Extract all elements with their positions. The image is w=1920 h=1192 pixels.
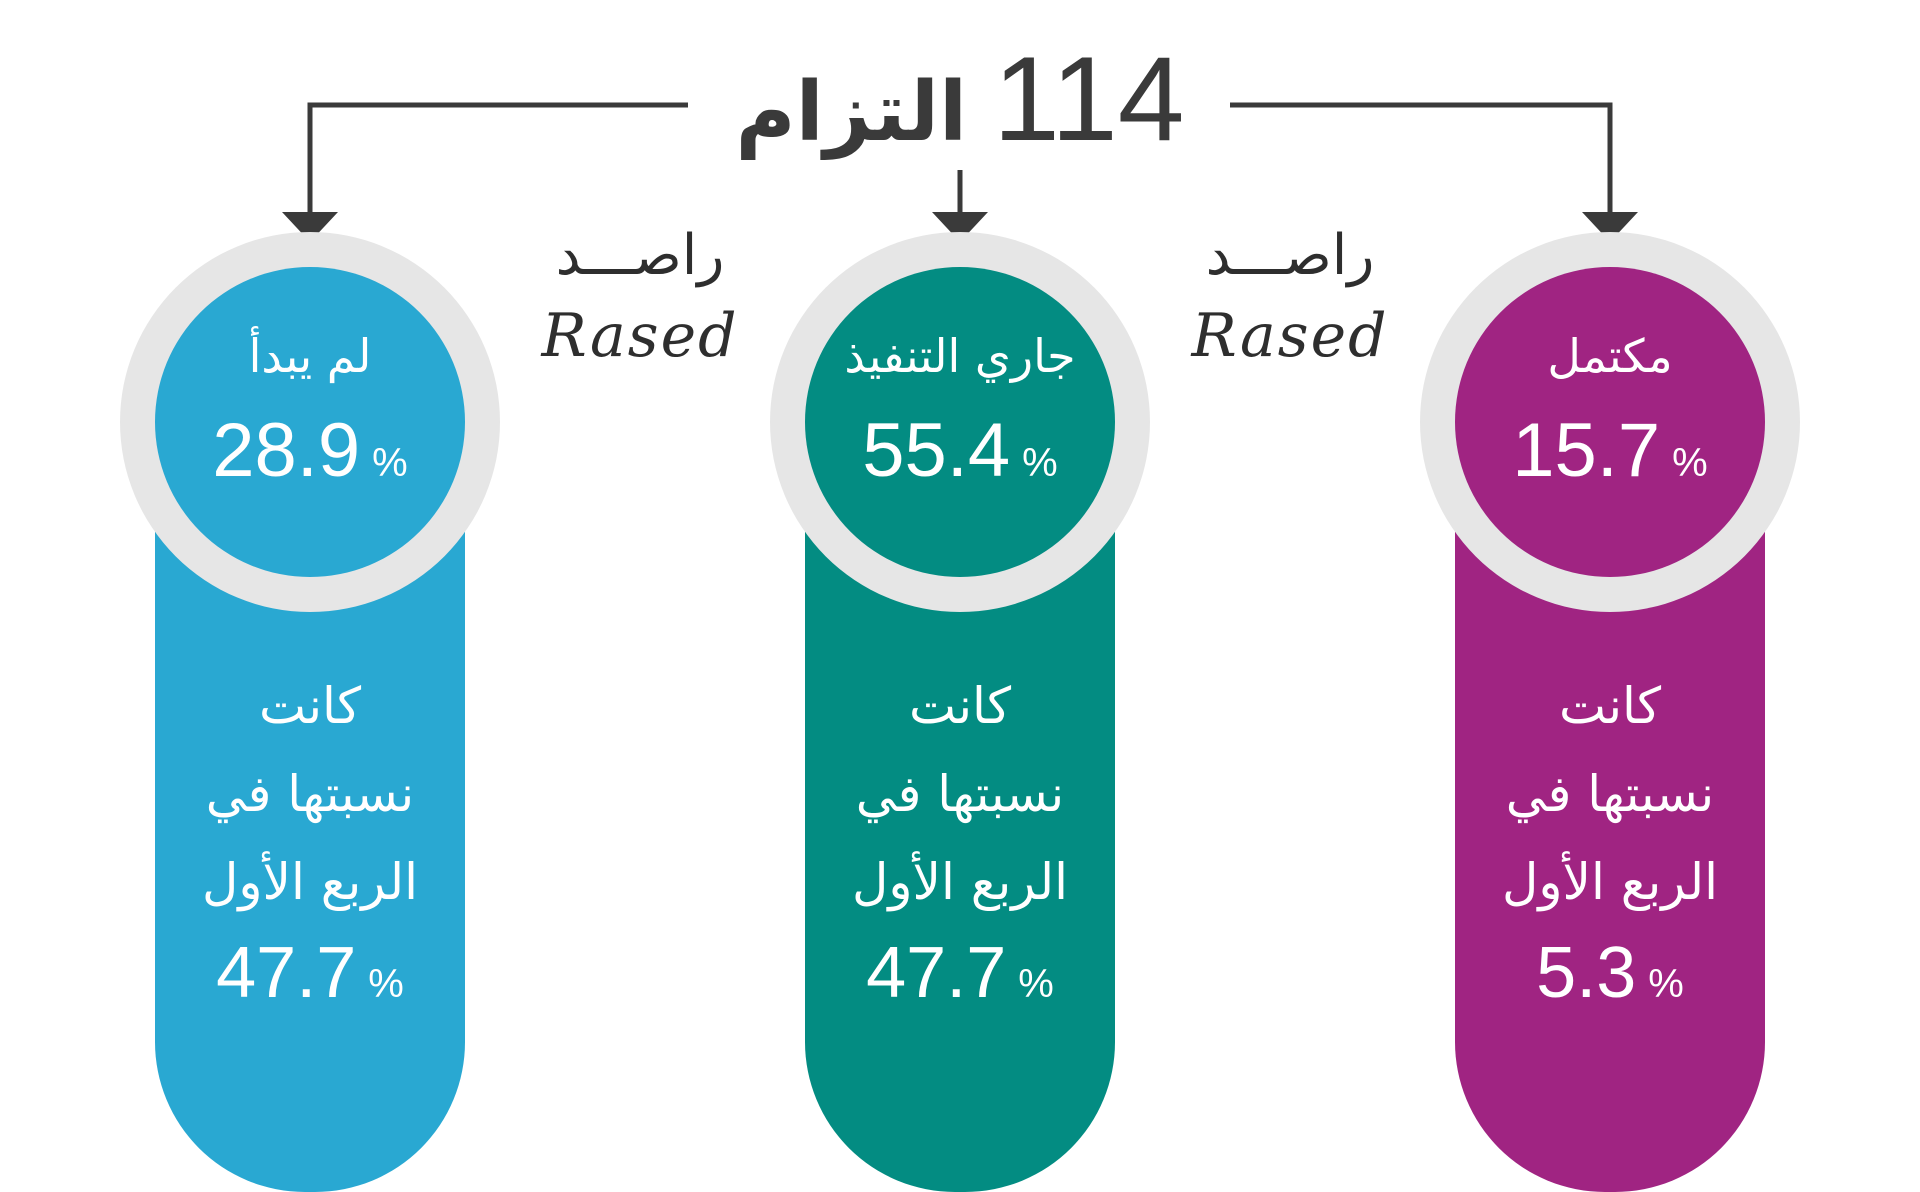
rased-watermark-left: راصـــد Rased [490,223,790,371]
total-commitments-title: 114 التزام [700,30,1220,180]
connector-line-right [1230,102,1613,215]
note-line: الربع الأول [201,853,418,911]
watermark-latin: Rased [541,301,739,371]
previous-quarter-percentage: 47.7% [155,932,465,1014]
infographic: 114 التزام راصـــد Rased راصـــد Rased لم… [120,30,1800,1192]
previous-value: 47.7 [866,933,1007,1013]
card-not-started: لم يبدأ 28.9% كانت نسبتها في الربع الأول… [120,232,500,1192]
arrowhead-right [1582,212,1638,242]
watermark-arabic: راصـــد [1205,223,1375,288]
card-ring: جاري التنفيذ 55.4% [770,232,1150,612]
previous-value: 47.7 [216,933,357,1013]
percent-sign: % [1648,962,1684,1006]
note-line: الربع الأول [1501,853,1718,911]
status-value: 15.7 [1512,408,1661,493]
status-label: جاري التنفيذ [844,329,1076,383]
card-ring: لم يبدأ 28.9% [120,232,500,612]
card-ring: مكتمل 15.7% [1420,232,1800,612]
percent-sign: % [1018,962,1054,1006]
card-completed: مكتمل 15.7% كانت نسبتها في الربع الأول 5… [1420,232,1800,1192]
percent-sign: % [1022,441,1058,485]
status-label: مكتمل [1547,329,1673,383]
previous-quarter-note: كانت نسبتها في الربع الأول [1455,662,1765,926]
total-label: التزام [735,65,968,160]
previous-quarter-note: كانت نسبتها في الربع الأول [155,662,465,926]
note-line: كانت [908,677,1012,735]
arrowhead-center [932,212,988,242]
status-value: 28.9 [212,408,361,493]
rased-watermark-right: راصـــد Rased [1140,223,1440,371]
note-line: نسبتها في [1505,765,1715,823]
note-line: كانت [258,677,362,735]
percent-sign: % [372,441,408,485]
card-disc: جاري التنفيذ 55.4% [805,267,1115,577]
status-percentage: 28.9% [155,407,465,494]
note-line: نسبتها في [205,765,415,823]
previous-quarter-percentage: 5.3% [1455,932,1765,1014]
connector-arrows [282,102,1638,242]
watermark-arabic: راصـــد [555,223,725,288]
note-line: نسبتها في [855,765,1065,823]
card-disc: لم يبدأ 28.9% [155,267,465,577]
connector-line-left [307,102,688,215]
status-percentage: 15.7% [1455,407,1765,494]
status-percentage: 55.4% [805,407,1115,494]
percent-sign: % [1672,441,1708,485]
card-in-progress: جاري التنفيذ 55.4% كانت نسبتها في الربع … [770,232,1150,1192]
note-line: الربع الأول [851,853,1068,911]
percent-sign: % [368,962,404,1006]
status-label: لم يبدأ [248,329,372,383]
watermark-latin: Rased [1191,301,1389,371]
previous-quarter-percentage: 47.7% [805,932,1115,1014]
total-count: 114 [993,32,1185,166]
arrowhead-left [282,212,338,242]
note-line: كانت [1558,677,1662,735]
previous-quarter-note: كانت نسبتها في الربع الأول [805,662,1115,926]
status-value: 55.4 [862,408,1011,493]
previous-value: 5.3 [1536,933,1637,1013]
card-disc: مكتمل 15.7% [1455,267,1765,577]
